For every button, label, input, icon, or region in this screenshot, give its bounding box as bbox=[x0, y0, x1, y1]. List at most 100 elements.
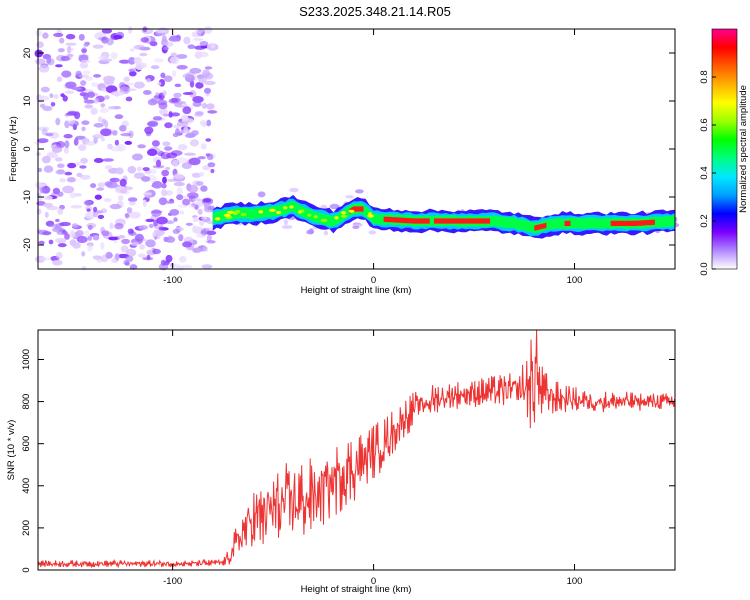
noise-blob bbox=[203, 198, 211, 203]
noise-blob bbox=[109, 203, 122, 210]
noise-blob bbox=[176, 265, 185, 272]
noise-blob bbox=[129, 264, 138, 270]
noise-blob bbox=[92, 134, 104, 139]
noise-blob bbox=[41, 155, 51, 164]
noise-blob bbox=[97, 116, 103, 123]
ridge-hotspot bbox=[240, 212, 247, 217]
noise-blob bbox=[181, 103, 188, 107]
noise-blob bbox=[145, 239, 156, 248]
noise-blob bbox=[182, 73, 193, 79]
ridge-halo bbox=[329, 203, 340, 210]
noise-blob bbox=[192, 96, 204, 103]
ridge-halo bbox=[289, 187, 299, 193]
noise-blob bbox=[164, 41, 174, 47]
noise-blob bbox=[66, 45, 72, 54]
y-tick-label: 0 bbox=[21, 567, 32, 572]
noise-blob bbox=[173, 181, 185, 187]
noise-blob bbox=[161, 183, 167, 189]
noise-blob bbox=[163, 75, 173, 82]
noise-blob bbox=[174, 83, 182, 88]
noise-blob bbox=[127, 228, 134, 234]
noise-blob bbox=[192, 197, 202, 202]
noise-blob bbox=[172, 70, 177, 78]
noise-blob bbox=[197, 156, 206, 160]
noise-blob bbox=[57, 169, 65, 175]
noise-blob bbox=[149, 41, 158, 47]
noise-blob bbox=[103, 75, 116, 83]
noise-blob bbox=[46, 205, 59, 211]
noise-blob bbox=[57, 207, 64, 216]
noise-blob bbox=[206, 119, 212, 127]
noise-blob bbox=[176, 54, 188, 59]
noise-blob bbox=[100, 128, 112, 137]
ridge-core bbox=[383, 216, 430, 224]
ridge-hotspot bbox=[227, 210, 234, 214]
noise-blob bbox=[81, 120, 90, 125]
noise-blob bbox=[192, 217, 199, 222]
y-tick-label: 800 bbox=[21, 394, 32, 410]
noise-blob bbox=[64, 171, 73, 176]
noise-blob bbox=[206, 234, 212, 242]
noise-blob bbox=[141, 176, 151, 182]
noise-blob bbox=[120, 189, 128, 194]
noise-blob bbox=[131, 153, 144, 161]
snr-frame bbox=[37, 329, 676, 571]
noise-blob bbox=[142, 192, 152, 196]
noise-blob bbox=[199, 41, 209, 47]
noise-blob bbox=[183, 126, 189, 134]
noise-blob bbox=[104, 165, 113, 170]
noise-blob bbox=[53, 94, 59, 99]
noise-blob bbox=[181, 162, 192, 169]
noise-blob bbox=[66, 177, 76, 183]
noise-blob bbox=[198, 172, 205, 177]
ridge-hotspot bbox=[289, 205, 294, 209]
ridge-halo bbox=[281, 225, 293, 229]
noise-blob bbox=[49, 224, 61, 228]
noise-blob bbox=[201, 102, 207, 109]
noise-blob bbox=[57, 243, 67, 248]
noise-blob bbox=[75, 230, 84, 237]
noise-blob bbox=[126, 207, 133, 214]
noise-blob bbox=[86, 208, 91, 212]
noise-blob bbox=[165, 190, 174, 196]
noise-blob bbox=[81, 126, 86, 132]
noise-blob bbox=[98, 55, 107, 60]
noise-blob bbox=[92, 255, 103, 260]
noise-blob bbox=[75, 135, 86, 140]
ridge-hotspot bbox=[320, 218, 328, 223]
noise-blob bbox=[85, 141, 96, 146]
noise-blob bbox=[176, 187, 183, 196]
noise-blob bbox=[204, 72, 214, 80]
noise-blob bbox=[105, 251, 113, 259]
noise-blob bbox=[185, 222, 193, 226]
noise-blob bbox=[79, 62, 89, 69]
noise-blob bbox=[101, 230, 110, 237]
noise-blob bbox=[56, 76, 63, 82]
noise-blob bbox=[176, 157, 188, 164]
noise-blob bbox=[165, 166, 171, 170]
noise-blob bbox=[63, 134, 73, 139]
noise-blob bbox=[195, 82, 204, 89]
ridge-halo bbox=[283, 219, 288, 226]
noise-blob bbox=[130, 48, 135, 52]
noise-blob bbox=[178, 234, 184, 242]
noise-blob bbox=[155, 159, 162, 168]
noise-blob bbox=[99, 108, 109, 113]
noise-blob bbox=[177, 143, 188, 151]
y-tick-label: 400 bbox=[21, 478, 32, 494]
noise-blob bbox=[93, 206, 98, 212]
noise-blob bbox=[85, 76, 93, 81]
noise-blob bbox=[90, 183, 97, 189]
noise-blob bbox=[182, 195, 189, 199]
noise-blob bbox=[87, 235, 92, 241]
noise-blob bbox=[106, 38, 114, 46]
noise-blob bbox=[43, 195, 53, 200]
noise-blob bbox=[181, 114, 189, 121]
noise-blob bbox=[125, 96, 133, 102]
spectrogram-signal-ridge bbox=[206, 187, 680, 239]
noise-blob bbox=[155, 92, 160, 96]
noise-blob bbox=[85, 211, 96, 220]
noise-blob bbox=[147, 148, 158, 156]
snr-series-line bbox=[37, 329, 675, 569]
